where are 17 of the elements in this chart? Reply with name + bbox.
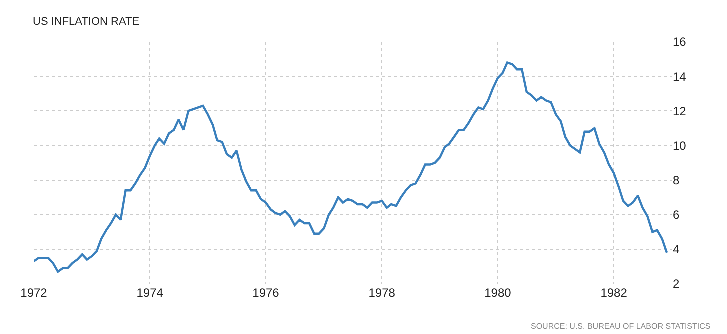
x-tick-label: 1978: [368, 286, 396, 300]
x-tick-label: 1974: [136, 286, 164, 300]
y-tick-label: 12: [673, 104, 687, 118]
y-tick-label: 4: [673, 242, 680, 257]
y-tick-label: 14: [673, 70, 687, 84]
x-tick-label: 1972: [20, 286, 48, 300]
y-tick-label: 8: [673, 173, 680, 188]
y-tick-label: 16: [673, 35, 687, 50]
source-note: SOURCE: U.S. BUREAU OF LABOR STATISTICS: [531, 322, 711, 331]
chart-title: US INFLATION RATE: [33, 16, 140, 28]
y-tick-label: 10: [673, 138, 687, 153]
y-tick-label: 6: [673, 208, 680, 222]
y-tick-label: 2: [673, 277, 680, 292]
x-tick-label: 1982: [600, 286, 628, 300]
x-tick-label: 1976: [252, 286, 280, 300]
line-series: [34, 62, 668, 273]
x-tick-label: 1980: [484, 286, 512, 300]
